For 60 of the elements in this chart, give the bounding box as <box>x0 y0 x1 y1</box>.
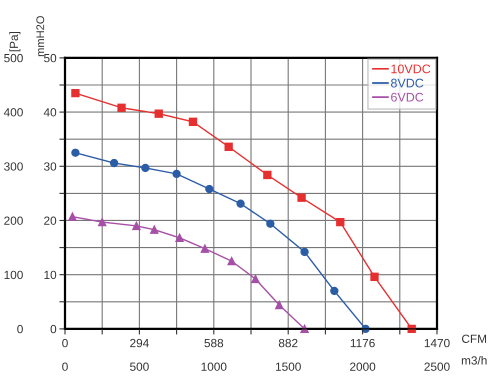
y2-tick-label: 30 <box>44 162 56 171</box>
y2-tick-label: 50 <box>44 54 56 62</box>
x2-tick-label: 882 <box>278 338 298 348</box>
x2-tick-label: 1176 <box>350 338 375 348</box>
point <box>200 244 210 253</box>
point <box>175 234 184 242</box>
legend-label: 6VDC <box>391 92 424 102</box>
x-tick-label: 1500 <box>276 362 301 371</box>
point <box>188 118 198 126</box>
point <box>336 218 344 226</box>
y2-tick-label: 40 <box>44 108 56 116</box>
y-tick-label: 400 <box>4 108 23 116</box>
point <box>236 200 245 208</box>
point <box>370 272 379 282</box>
point <box>172 170 181 178</box>
point <box>71 148 80 157</box>
y-tick-label: 500 <box>4 54 23 62</box>
point <box>110 158 118 168</box>
y-tick-label: 200 <box>4 216 23 225</box>
y2-tick-label: 10 <box>44 270 56 280</box>
x-tick-label: 1000 <box>202 362 226 371</box>
x2-tick-label: 0 <box>62 338 68 348</box>
point <box>266 220 275 228</box>
point <box>98 218 106 226</box>
point <box>117 104 126 112</box>
x-axis-title: m3/h <box>462 356 487 365</box>
x2-axis-title: CFM <box>462 334 486 343</box>
x2-tick-label: 294 <box>130 338 149 348</box>
x-tick-label: 2500 <box>424 362 450 371</box>
point <box>154 110 163 118</box>
point <box>300 248 309 256</box>
point <box>300 324 309 334</box>
x-tick-label: 500 <box>130 362 149 371</box>
point <box>71 88 80 98</box>
legend-label: 10VDC <box>391 64 430 74</box>
point <box>227 256 236 266</box>
point <box>132 222 141 230</box>
point <box>330 286 338 296</box>
point <box>224 142 233 151</box>
point <box>297 194 306 202</box>
y-tick-label: 300 <box>4 162 23 171</box>
x2-tick-label: 1470 <box>424 338 450 348</box>
x2-tick-label: 588 <box>204 338 224 348</box>
x-tick-label: 0 <box>62 362 68 371</box>
y-tick-label: 0 <box>17 324 23 334</box>
point <box>251 274 260 284</box>
x-tick-label: 2000 <box>350 362 376 371</box>
point <box>68 212 77 221</box>
point <box>150 226 158 234</box>
y2-axis-title: mmH2O <box>36 16 44 56</box>
y2-tick-label: 20 <box>44 216 56 225</box>
point <box>205 184 214 194</box>
y-tick-label: 100 <box>4 270 23 280</box>
point <box>275 300 284 310</box>
point <box>408 324 416 334</box>
point <box>141 164 150 172</box>
legend-label: 8VDC <box>391 78 424 88</box>
y-axis-title: [Pa] <box>9 32 20 52</box>
y2-tick-label: 0 <box>50 324 56 334</box>
point <box>263 170 272 180</box>
